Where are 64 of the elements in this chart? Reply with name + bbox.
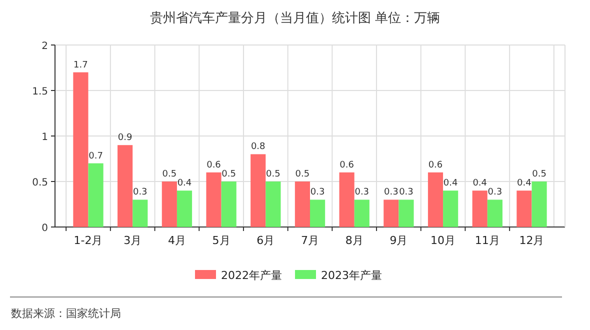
- x-tick-label: 1-2月: [74, 234, 103, 247]
- data-label: 0.5: [162, 170, 177, 180]
- bar: [294, 182, 310, 227]
- data-label: 0.4: [177, 178, 192, 189]
- bar: [132, 200, 148, 227]
- bar: [516, 190, 532, 227]
- y-tick-label: 0.5: [32, 178, 48, 188]
- bar: [354, 200, 370, 227]
- x-tick-label: 11月: [474, 234, 500, 247]
- data-label: 0.6: [206, 160, 222, 170]
- data-label: 0.3: [354, 188, 370, 198]
- data-label: 0.5: [532, 170, 546, 180]
- legend-label: 2022年产量: [221, 269, 282, 282]
- data-label: 0.6: [340, 160, 354, 170]
- bar: [398, 200, 414, 227]
- x-tick-label: 4月: [168, 234, 186, 247]
- bar: [443, 190, 458, 227]
- data-label: 0.8: [250, 142, 266, 152]
- y-tick-label: 0: [42, 223, 48, 234]
- source-note: 数据来源：国家统计局: [11, 307, 121, 320]
- chart-title: 贵州省汽车产量分月（当月值）统计图 单位：万辆: [150, 11, 440, 26]
- data-label: 0.9: [118, 133, 132, 144]
- x-tick-label: 7月: [301, 234, 319, 247]
- data-label: 0.3: [384, 188, 398, 198]
- legend-label: 2023年产量: [321, 269, 382, 282]
- bar: [384, 200, 399, 227]
- bar: [266, 182, 281, 227]
- data-label: 0.3: [488, 188, 502, 198]
- x-tick-label: 3月: [124, 234, 142, 247]
- bar: [250, 154, 266, 227]
- bar: [176, 190, 192, 227]
- bar: [487, 200, 502, 227]
- data-label: 0.4: [472, 178, 488, 189]
- x-tick-label: 6月: [256, 234, 275, 247]
- x-tick-label: 9月: [390, 234, 408, 247]
- data-label: 0.7: [88, 151, 103, 162]
- bar: [206, 172, 222, 227]
- y-tick-label: 1: [42, 132, 48, 143]
- y-tick-label: 2: [42, 41, 48, 52]
- bar: [532, 182, 547, 227]
- bar: [221, 182, 236, 227]
- data-label: 0.3: [399, 188, 414, 198]
- data-label: 1.7: [74, 60, 88, 70]
- data-label: 0.4: [517, 178, 532, 189]
- bar: [428, 172, 444, 227]
- data-label: 0.5: [266, 170, 280, 180]
- bar: [88, 163, 104, 227]
- bar: [310, 200, 326, 227]
- x-tick-label: 12月: [519, 234, 544, 247]
- bar: [472, 190, 488, 227]
- data-label: 0.5: [295, 170, 310, 180]
- data-label: 0.6: [428, 160, 443, 170]
- bar: [339, 172, 354, 227]
- data-label: 0.3: [310, 188, 325, 198]
- data-label: 0.4: [443, 178, 458, 189]
- bar: [118, 145, 133, 227]
- x-tick-label: 10月: [430, 234, 456, 247]
- x-tick-label: 5月: [212, 234, 230, 247]
- bar: [73, 72, 88, 227]
- data-label: 0.5: [222, 170, 236, 180]
- x-tick-label: 8月: [345, 234, 364, 247]
- y-tick-label: 1.5: [32, 86, 48, 98]
- bar: [162, 182, 177, 227]
- data-label: 0.3: [132, 188, 148, 198]
